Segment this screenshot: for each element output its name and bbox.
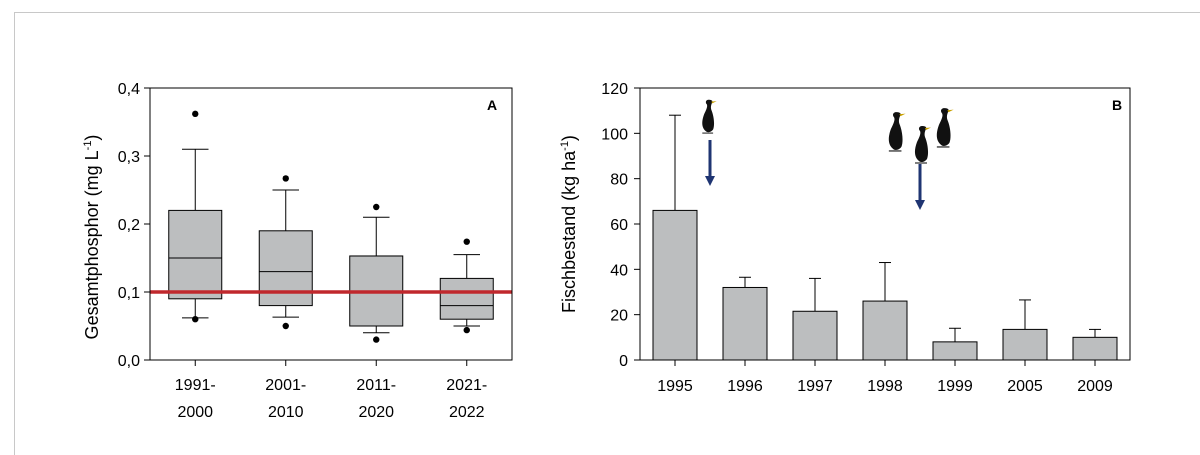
panel-b-plot-frame — [639, 87, 1131, 361]
x-tick-label-line2: 2022 — [449, 404, 485, 421]
outlier-point — [192, 110, 199, 118]
bar-rect — [1072, 336, 1118, 361]
outlier-point — [282, 322, 289, 330]
bar-rect — [792, 310, 838, 361]
outlier-point — [192, 316, 199, 323]
cormorant-beak — [711, 101, 717, 104]
x-tick-label: 1999 — [937, 378, 973, 395]
panel-b-y-ticks: 0 20 40 60 80 100 120 — [601, 81, 640, 370]
panel-b-bars — [652, 114, 1118, 361]
cormorant-beak — [899, 113, 906, 117]
cormorant-body — [936, 108, 951, 146]
cormorant-beak — [925, 127, 931, 130]
panel-a-y-ticks: 0,0 0,1 0,2 0,3 0,4 — [118, 81, 150, 370]
x-tick-label-line2: 2000 — [177, 404, 213, 421]
box-3 — [349, 203, 404, 343]
x-tick-label: 1996 — [727, 378, 763, 395]
bar-rect — [722, 286, 768, 361]
outlier-point — [463, 238, 470, 245]
cormorant-icon — [936, 108, 954, 148]
x-tick-label: 2005 — [1007, 378, 1043, 395]
outlier-point — [282, 175, 289, 182]
bar-1995 — [652, 114, 698, 361]
box-body — [168, 209, 223, 300]
bar-1999 — [932, 327, 978, 361]
y-tick-label: 80 — [610, 172, 628, 189]
box-body — [258, 230, 313, 307]
x-tick-label: 1997 — [797, 378, 833, 395]
x-tick-label: 2001- — [265, 377, 306, 394]
panel-a-y-axis-label: Gesamtphosphor (mg L-1) — [82, 135, 102, 340]
outlier-point — [373, 203, 380, 211]
panel-b-annotations — [702, 99, 954, 210]
bar-2005 — [1002, 299, 1048, 361]
box-body — [439, 277, 494, 320]
bar-2009 — [1072, 328, 1118, 361]
y-tick-label: 120 — [601, 81, 628, 98]
panel-b-x-labels: 1995 1996 1997 1998 1999 2005 2009 — [657, 360, 1113, 395]
x-tick-label: 1998 — [867, 378, 903, 395]
box-2 — [258, 175, 313, 330]
y-tick-label: 40 — [610, 262, 628, 279]
bar-1997 — [792, 277, 838, 361]
outlier-point — [373, 336, 380, 343]
x-tick-label: 2021- — [446, 377, 487, 394]
panel-a-boxes — [168, 110, 494, 343]
y-tick-label: 60 — [610, 217, 628, 234]
y-tick-label: 0,3 — [118, 149, 140, 166]
bar-rect — [652, 209, 698, 361]
panel-b-barchart: 0 20 40 60 80 100 120 1995 1996 1997 1998 1999 2005… — [559, 81, 1131, 395]
bar-1998 — [862, 262, 908, 361]
x-tick-label: 2009 — [1077, 378, 1113, 395]
panel-b-y-axis-label: Fischbestand (kg ha-1) — [559, 135, 579, 313]
y-tick-label: 0 — [619, 353, 628, 370]
cormorant-icon — [702, 99, 717, 134]
box-4 — [439, 238, 494, 334]
x-tick-label: 1995 — [657, 378, 693, 395]
box-1 — [168, 110, 223, 323]
cormorant-beak — [947, 109, 954, 113]
panel-a-boxplot: 0,0 0,1 0,2 0,3 0,4 1991- 2000 2001- 2010 2011- 2… — [82, 81, 513, 421]
y-tick-label: 0,4 — [118, 81, 140, 98]
cormorant-body — [888, 112, 903, 150]
y-tick-label: 0,1 — [118, 285, 140, 302]
x-tick-label: 2011- — [356, 377, 396, 394]
cormorant-body — [702, 99, 715, 133]
x-tick-label-line2: 2010 — [268, 404, 304, 421]
cormorant-icon — [914, 126, 931, 164]
y-tick-label: 0,2 — [118, 217, 140, 234]
bar-rect — [932, 341, 978, 361]
panel-a-label: A — [487, 97, 497, 113]
panel-a-x-labels: 1991- 2000 2001- 2010 2011- 2020 2021- 2022 — [175, 360, 487, 421]
y-tick-label: 100 — [601, 126, 628, 143]
outlier-point — [463, 326, 470, 334]
y-tick-label: 0,0 — [118, 353, 140, 370]
bar-rect — [1002, 328, 1048, 361]
panel-b-label: B — [1112, 97, 1122, 113]
bar-rect — [862, 300, 908, 361]
arrow-head — [705, 176, 715, 186]
arrow-head — [915, 200, 925, 210]
x-tick-label: 1991- — [175, 377, 216, 394]
figure-frame — [14, 12, 1200, 455]
cormorant-body — [914, 126, 929, 163]
x-tick-label-line2: 2020 — [358, 404, 394, 421]
bar-1996 — [722, 276, 768, 361]
y-tick-label: 20 — [610, 308, 628, 325]
cormorant-icon — [888, 112, 906, 152]
panel-a-plot-frame — [149, 87, 513, 361]
